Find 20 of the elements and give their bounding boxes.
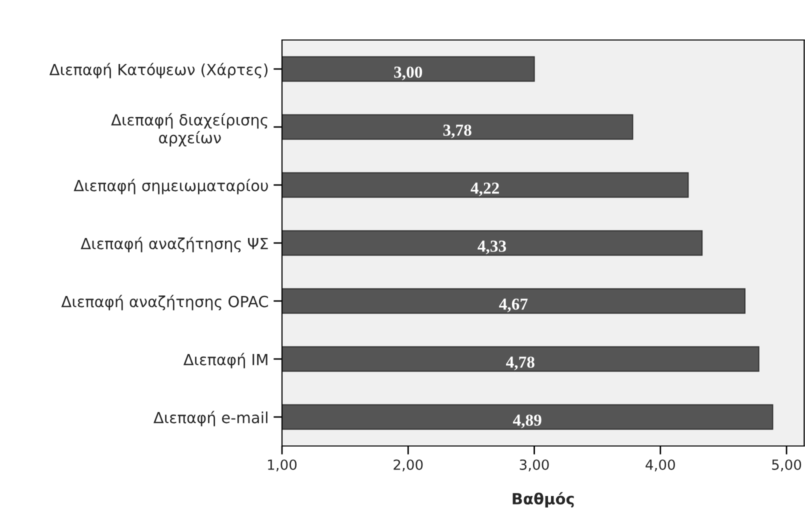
y-tick-label: Διεπαφή Κατόψεων (Χάρτες) xyxy=(49,62,268,78)
y-tick-label: Διεπαφή e-mail xyxy=(154,410,268,426)
x-axis-title: Βαθμός xyxy=(512,492,574,508)
x-tick-label: 1,00 xyxy=(268,459,297,472)
data-label: 3,78 xyxy=(443,124,472,138)
y-tick-label: Διεπαφή αναζήτησης ΨΣ xyxy=(80,236,268,252)
x-tick-label: 4,00 xyxy=(646,459,675,472)
y-tick-label: Διεπαφή σημειωματαρίου xyxy=(74,178,268,194)
data-label: 4,33 xyxy=(478,240,506,254)
x-tick-label: 5,00 xyxy=(772,459,802,472)
x-tick-label: 2,00 xyxy=(394,459,423,472)
y-tick-label: Διεπαφή αναζήτησης OPAC xyxy=(61,294,268,310)
y-tick-label: Διεπαφή IM xyxy=(183,352,268,368)
y-tick-label: Διεπαφή διαχείρισης αρχείων xyxy=(111,113,268,146)
data-label: 3,00 xyxy=(394,66,422,80)
data-label: 4,22 xyxy=(470,182,499,196)
data-label: 4,89 xyxy=(512,414,542,428)
x-tick-label: 3,00 xyxy=(520,459,549,472)
data-label: 4,78 xyxy=(506,356,534,370)
data-label: 4,67 xyxy=(499,298,528,312)
